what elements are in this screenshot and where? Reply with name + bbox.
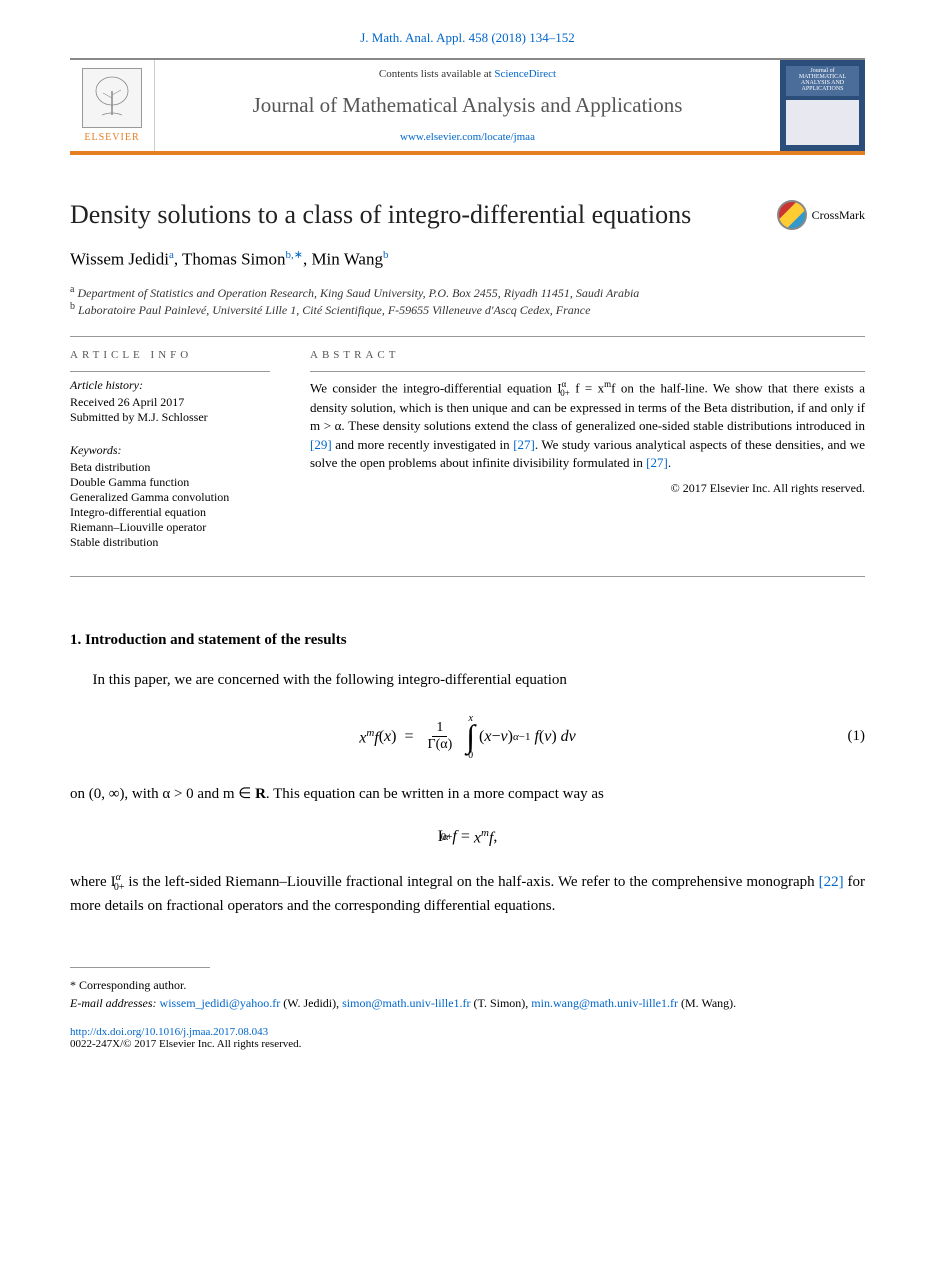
contents-prefix: Contents lists available at [379,68,494,80]
authors-line: Wissem Jedidia, Thomas Simonb,∗, Min Wan… [70,248,865,270]
footnote-separator [70,967,210,968]
divider-bottom [70,576,865,577]
title-row: Density solutions to a class of integro-… [70,200,865,230]
abs-t2: f = x [570,380,604,395]
tree-svg [87,73,137,123]
crossmark-label: CrossMark [812,208,865,223]
corresponding-note: * Corresponding author. [70,976,865,994]
contents-available: Contents lists available at ScienceDirec… [165,68,770,80]
journal-cover-thumb: Journal of MATHEMATICAL ANALYSIS AND APP… [780,60,865,151]
kw-3: Generalized Gamma convolution [70,490,270,505]
equation-1: xmf(x) = 1 Γ(α) x ∫ 0 (x − v)α−1 f(v) dv… [70,713,865,761]
affiliation-b: b Laboratoire Paul Painlevé, Université … [70,301,865,318]
email-label: E-mail addresses: [70,996,160,1010]
aff-b-text: Laboratoire Paul Painlevé, Université Li… [78,303,590,317]
abs-t6: . [668,455,671,470]
p3-b: is the left-sided Riemann–Liouville frac… [124,874,818,890]
author-1-sup: a [169,249,174,261]
email-2[interactable]: simon@math.univ-lille1.fr [342,996,470,1010]
doi-block: http://dx.doi.org/10.1016/j.jmaa.2017.08… [70,1026,865,1050]
article-info-column: article info Article history: Received 2… [70,349,270,562]
abs-ref-27a[interactable]: [27] [513,437,535,452]
email-line: E-mail addresses: wissem_jedidi@yahoo.fr… [70,994,865,1012]
abstract-copyright: © 2017 Elsevier Inc. All rights reserved… [310,480,865,497]
author-2: Thomas Simon [182,250,285,269]
info-abstract-row: article info Article history: Received 2… [70,349,865,562]
kw-5: Riemann–Liouville operator [70,520,270,535]
paper-title: Density solutions to a class of integro-… [70,200,757,230]
abs-t4: and more recently investigated in [332,437,514,452]
kw-1: Beta distribution [70,460,270,475]
journal-ref-link[interactable]: J. Math. Anal. Appl. 458 (2018) 134–152 [360,30,575,45]
abstract-column: abstract We consider the integro-differe… [310,349,865,562]
paragraph-1: In this paper, we are concerned with the… [70,669,865,692]
keywords-heading: Keywords: [70,443,270,458]
header-center: Contents lists available at ScienceDirec… [155,60,780,151]
issn-line: 0022-247X/© 2017 Elsevier Inc. All right… [70,1038,301,1050]
equation-compact: Iα0+f = xmf, [70,827,865,847]
abstract-text: We consider the integro-differential equ… [310,371,865,497]
abstract-label: abstract [310,349,865,361]
email-2-who: (T. Simon), [471,996,532,1010]
header-banner: ELSEVIER Contents lists available at Sci… [70,58,865,155]
keywords-block: Keywords: Beta distribution Double Gamma… [70,437,270,550]
kw-6: Stable distribution [70,535,270,550]
ref-22[interactable]: [22] [819,874,844,890]
affiliation-a: a Department of Statistics and Operation… [70,284,865,301]
crossmark-icon [777,200,807,230]
elsevier-logo-block: ELSEVIER [70,60,155,151]
email-1-who: (W. Jedidi), [280,996,342,1010]
history-block: Article history: Received 26 April 2017 … [70,371,270,425]
p2-b: . This equation can be written in a more… [266,786,604,802]
section-1-heading: 1. Introduction and statement of the res… [70,632,865,649]
author-1: Wissem Jedidi [70,250,169,269]
affiliations: a Department of Statistics and Operation… [70,284,865,318]
kw-4: Integro-differential equation [70,505,270,520]
aff-a-text: Department of Statistics and Operation R… [77,286,639,300]
email-3[interactable]: min.wang@math.univ-lille1.fr [531,996,678,1010]
crossmark-badge[interactable]: CrossMark [777,200,865,230]
doi-link[interactable]: http://dx.doi.org/10.1016/j.jmaa.2017.08… [70,1026,268,1038]
cover-title: Journal of MATHEMATICAL ANALYSIS AND APP… [786,66,859,96]
journal-name: Journal of Mathematical Analysis and App… [165,93,770,118]
history-heading: Article history: [70,378,270,393]
author-3: Min Wang [311,250,383,269]
email-3-who: (M. Wang). [678,996,736,1010]
kw-2: Double Gamma function [70,475,270,490]
elsevier-text: ELSEVIER [84,132,139,143]
email-1[interactable]: wissem_jedidi@yahoo.fr [160,996,281,1010]
equation-1-number: (1) [848,728,866,745]
abs-ref-27b[interactable]: [27] [646,455,668,470]
cover-body [786,100,859,145]
abs-t1: We consider the integro-differential equ… [310,380,562,395]
history-received: Received 26 April 2017 [70,395,270,410]
author-2-sup: b,∗ [285,249,302,261]
abs-ref-29[interactable]: [29] [310,437,332,452]
article-info-label: article info [70,349,270,361]
paragraph-3: where Iα0+ is the left-sided Riemann–Lio… [70,870,865,918]
journal-reference: J. Math. Anal. Appl. 458 (2018) 134–152 [70,30,865,46]
journal-url: www.elsevier.com/locate/jmaa [165,131,770,143]
divider-top [70,336,865,337]
paragraph-2: on (0, ∞), with α > 0 and m ∈ R. This eq… [70,783,865,806]
journal-url-link[interactable]: www.elsevier.com/locate/jmaa [400,131,535,143]
p3-a: where I [70,874,116,890]
sciencedirect-link[interactable]: ScienceDirect [494,68,556,80]
author-3-sup: b [383,249,389,261]
history-submitted: Submitted by M.J. Schlosser [70,410,270,425]
elsevier-tree-icon [82,68,142,128]
p2-a: on (0, ∞), with α > 0 and m ∈ [70,786,255,802]
page-container: J. Math. Anal. Appl. 458 (2018) 134–152 … [0,0,935,1080]
